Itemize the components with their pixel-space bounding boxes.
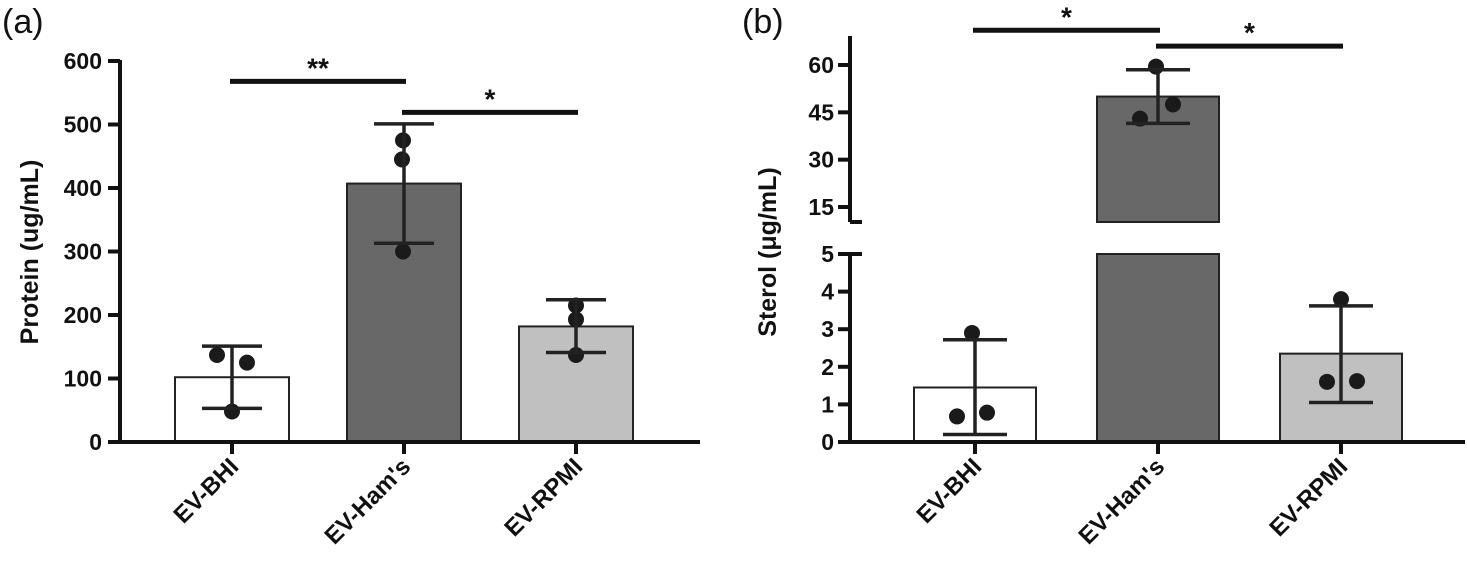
y-tick-label-b-upper-2: 45 xyxy=(808,99,834,125)
y-tick-label-b-lower-1: 1 xyxy=(821,391,834,417)
data-point-b-2-2 xyxy=(1349,373,1365,390)
data-point-b-0-2 xyxy=(979,404,995,421)
y-axis-label-b: Sterol (μg/mL) xyxy=(754,167,782,336)
y-tick-label-b-upper-3: 60 xyxy=(808,52,834,78)
y-tick-label-a-5: 500 xyxy=(64,112,102,138)
y-tick-label-b-lower-2: 2 xyxy=(821,354,834,380)
significance-label-a-0: ** xyxy=(307,52,329,83)
y-tick-label-b-lower-5: 5 xyxy=(821,241,834,267)
data-point-b-2-1 xyxy=(1319,373,1335,390)
data-point-a-0-0 xyxy=(209,347,225,364)
data-point-b-2-0 xyxy=(1333,291,1349,308)
x-tick-label-b-1: EV-Ham's xyxy=(1074,453,1171,550)
x-tick-label-b-0: EV-BHI xyxy=(912,453,988,529)
y-tick-label-b-lower-4: 4 xyxy=(821,279,834,305)
y-tick-label-b-lower-3: 3 xyxy=(821,316,834,342)
bar-b-1-lower xyxy=(1096,253,1220,443)
y-tick-label-a-0: 0 xyxy=(89,429,102,455)
y-tick-label-a-3: 300 xyxy=(64,239,102,265)
data-point-a-1-2 xyxy=(395,243,411,260)
y-tick-label-a-6: 600 xyxy=(64,48,102,74)
panel-label-a: (a) xyxy=(2,3,44,41)
panel-label-b: (b) xyxy=(742,3,784,41)
y-tick-label-a-4: 400 xyxy=(64,175,102,201)
y-tick-label-a-2: 200 xyxy=(64,302,102,328)
x-tick-label-a-0: EV-BHI xyxy=(169,453,245,529)
y-axis-label-a: Protein (ug/mL) xyxy=(16,160,44,345)
significance-label-a-1: * xyxy=(485,83,496,114)
significance-label-b-0: * xyxy=(1061,1,1072,32)
x-tick-label-a-2: EV-RPMI xyxy=(499,453,588,542)
data-point-b-0-1 xyxy=(949,408,965,425)
data-point-a-1-1 xyxy=(394,151,410,168)
data-point-b-1-1 xyxy=(1165,96,1181,113)
data-point-b-1-0 xyxy=(1148,58,1164,75)
data-point-b-0-0 xyxy=(964,324,980,341)
y-tick-label-b-upper-1: 30 xyxy=(808,147,834,173)
y-tick-label-b-lower-0: 0 xyxy=(821,429,834,455)
x-tick-label-a-1: EV-Ham's xyxy=(320,453,417,550)
significance-label-b-1: * xyxy=(1244,17,1255,48)
y-tick-label-b-upper-0: 15 xyxy=(808,194,834,220)
data-point-a-0-1 xyxy=(239,354,255,371)
x-tick-label-b-2: EV-RPMI xyxy=(1264,453,1353,542)
y-tick-label-a-1: 100 xyxy=(64,366,102,392)
